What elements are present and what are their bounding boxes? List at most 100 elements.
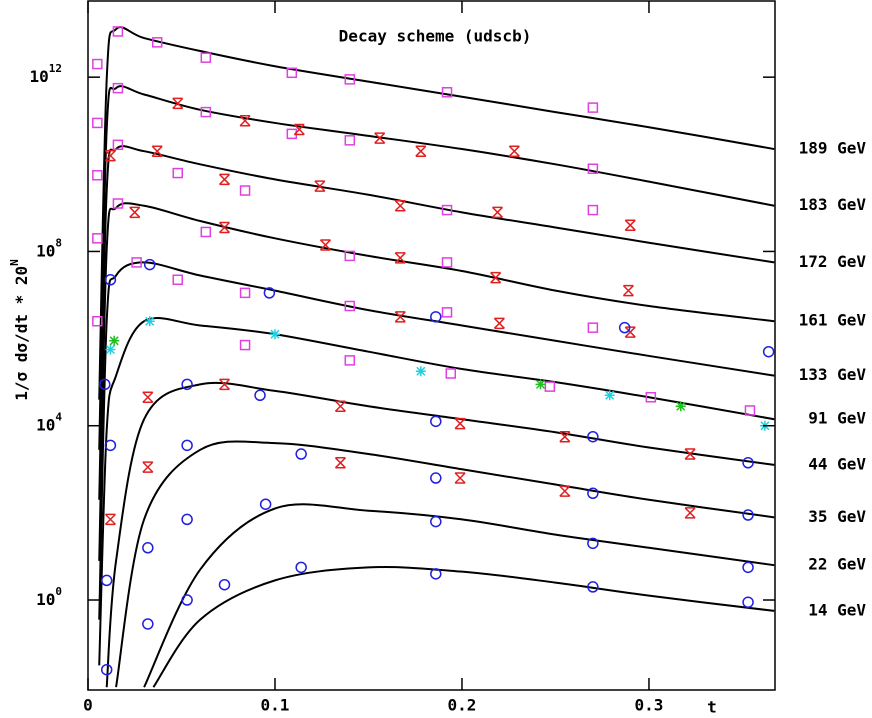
data-point <box>105 344 116 355</box>
data-point <box>441 204 453 216</box>
data-point <box>742 596 754 608</box>
data-point <box>293 123 305 136</box>
y-axis-label-sup: N <box>8 259 21 266</box>
data-point <box>742 561 754 574</box>
data-point <box>587 430 599 443</box>
cross-marker <box>104 149 116 162</box>
cross-marker <box>172 97 184 110</box>
data-point <box>200 226 212 238</box>
square-marker <box>92 170 103 181</box>
curve <box>98 202 775 561</box>
chart-title: Decay scheme (udscb) <box>339 27 532 46</box>
y-tick-base: 10 <box>29 67 48 86</box>
circle-marker <box>254 389 266 402</box>
data-point <box>454 417 466 430</box>
data-point <box>544 381 556 392</box>
square-marker <box>286 67 298 79</box>
data-point <box>490 271 502 284</box>
circle-marker <box>430 515 442 528</box>
data-point <box>394 311 406 323</box>
data-point <box>624 326 636 338</box>
y-tick-label: 100 <box>36 585 62 609</box>
data-point <box>218 578 231 591</box>
circle-marker <box>218 578 231 591</box>
data-point <box>143 258 156 271</box>
data-point <box>624 219 636 231</box>
data-point <box>394 199 406 212</box>
curve <box>105 381 775 688</box>
curve <box>143 503 775 688</box>
x-tick-label: 0.1 <box>261 696 290 715</box>
energy-label: 183 GeV <box>799 195 867 214</box>
data-point <box>684 507 696 519</box>
cross-marker <box>684 448 696 460</box>
data-point <box>295 561 307 574</box>
circle-marker <box>430 415 442 428</box>
square-marker <box>172 274 184 286</box>
energy-label: 91 GeV <box>808 409 866 428</box>
data-point <box>587 204 599 216</box>
square-marker <box>744 405 756 416</box>
data-point <box>430 472 442 484</box>
y-tick-exponent: 8 <box>55 236 62 249</box>
circle-marker <box>742 457 754 469</box>
data-point <box>99 378 111 391</box>
square-marker <box>344 300 356 312</box>
cross-marker <box>129 206 141 219</box>
data-point <box>239 287 251 299</box>
cross-marker <box>490 271 502 284</box>
star-marker <box>269 329 280 340</box>
data-point <box>295 448 307 460</box>
data-point <box>334 457 346 469</box>
cross-marker <box>559 485 571 497</box>
cross-marker <box>142 461 154 473</box>
data-point <box>587 322 599 333</box>
star-marker <box>415 366 426 377</box>
circle-marker <box>587 581 599 593</box>
circle-marker <box>295 448 307 460</box>
circle-marker <box>263 287 276 299</box>
square-marker <box>441 87 453 98</box>
cross-marker <box>454 472 466 484</box>
cross-marker <box>624 219 636 231</box>
circle-marker <box>430 311 442 323</box>
data-point <box>181 594 193 606</box>
data-point <box>587 102 599 113</box>
curve <box>98 145 775 500</box>
circle-marker <box>104 274 117 286</box>
cross-marker <box>151 145 163 157</box>
data-point <box>344 355 356 366</box>
data-point <box>441 87 453 98</box>
data-point <box>645 392 657 403</box>
square-marker <box>200 52 212 63</box>
x-axis-label: t <box>707 698 717 717</box>
y-tick-label: 1012 <box>29 62 62 86</box>
cross-marker <box>374 132 386 144</box>
data-point <box>604 390 615 401</box>
plot-frame <box>87 0 776 691</box>
data-point <box>559 430 571 443</box>
square-marker <box>112 198 124 209</box>
data-point <box>142 461 154 473</box>
data-point <box>92 117 103 129</box>
data-point <box>92 58 103 70</box>
square-marker <box>92 117 103 129</box>
data-point <box>535 379 546 390</box>
data-point <box>394 252 406 264</box>
data-point <box>172 97 184 110</box>
square-marker <box>239 287 251 299</box>
data-point <box>218 378 231 391</box>
circle-marker <box>181 439 193 452</box>
data-point <box>344 250 356 262</box>
curves <box>98 26 775 688</box>
data-point <box>344 300 356 312</box>
data-point <box>200 106 212 118</box>
data-point <box>286 67 298 79</box>
data-point <box>172 167 184 179</box>
data-point <box>508 145 520 157</box>
square-marker <box>92 233 103 244</box>
square-marker <box>441 307 453 318</box>
circle-marker <box>100 663 113 676</box>
energy-label: 22 GeV <box>808 555 866 574</box>
y-axis-label: 1/σ dσ/dt * 20N <box>8 259 31 400</box>
